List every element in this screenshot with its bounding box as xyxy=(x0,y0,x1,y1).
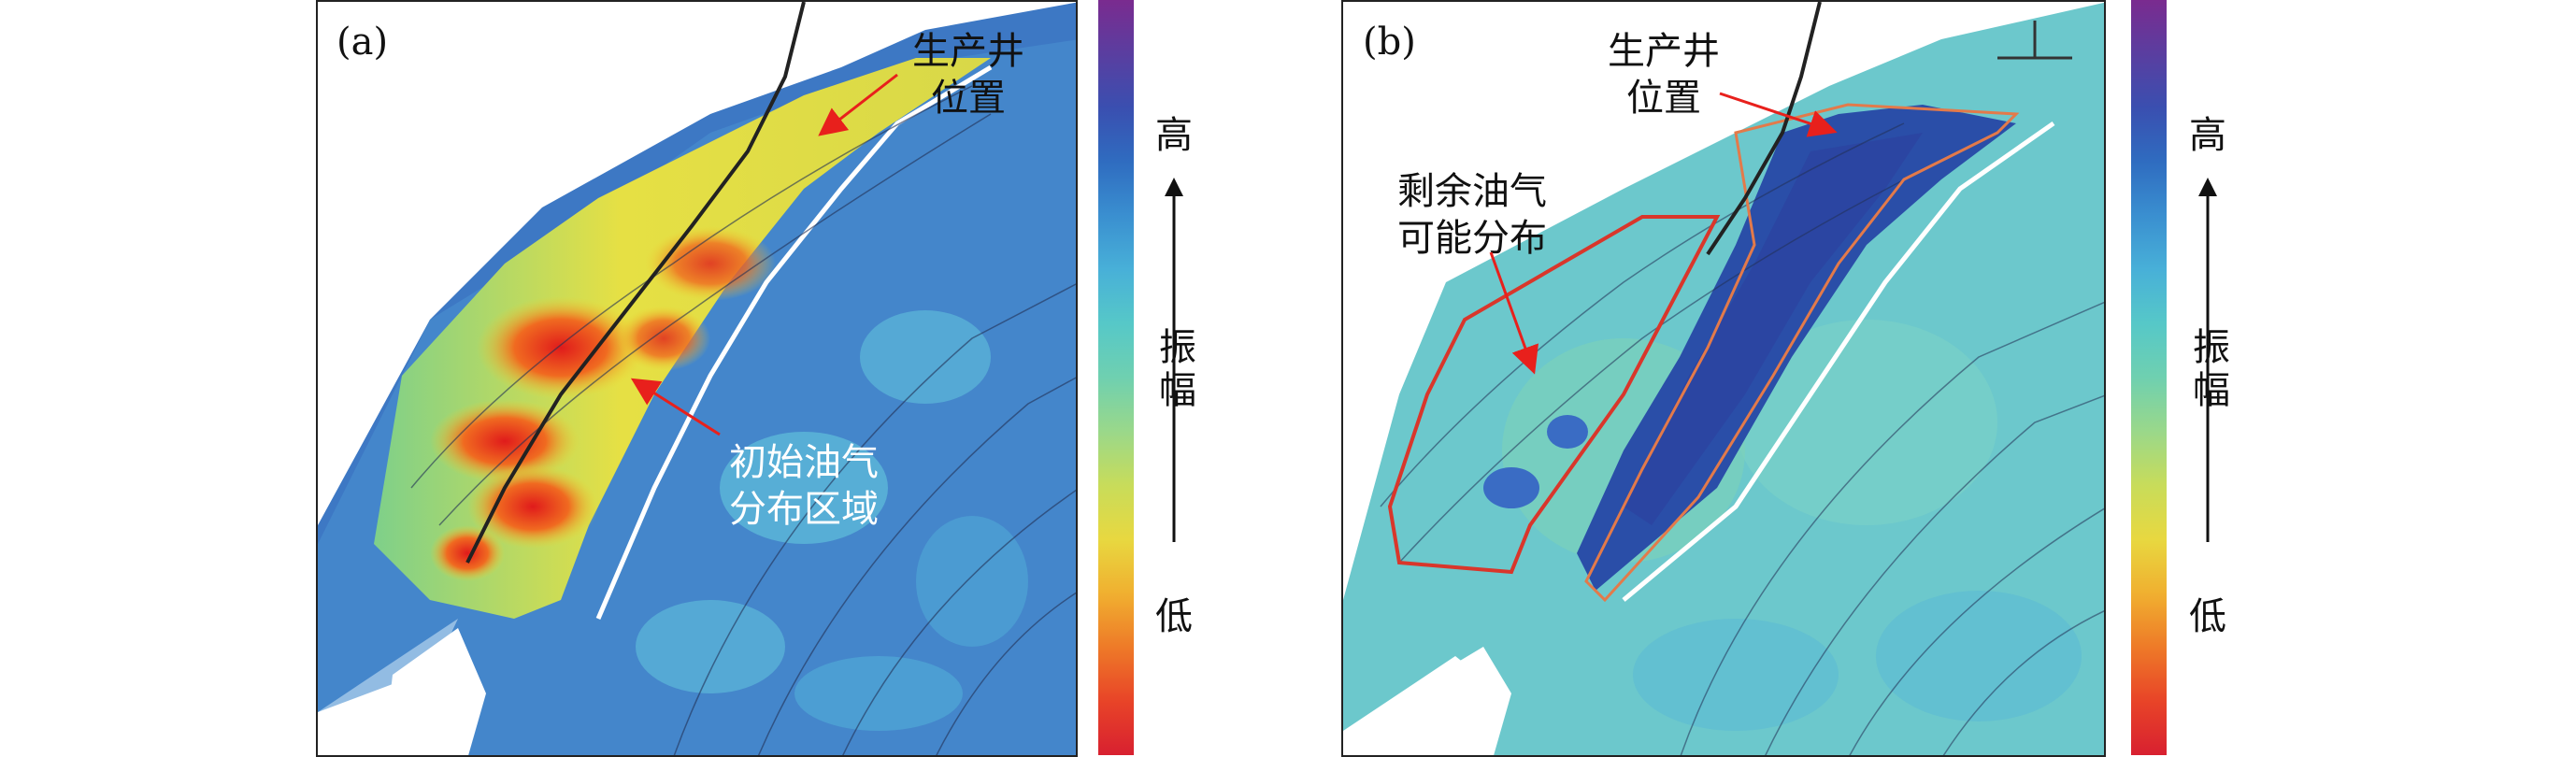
panel-b-colorbar xyxy=(2131,0,2167,755)
panel-b-well-label: 生产井 位置 xyxy=(1589,28,1739,121)
panel-a-colorbar-axis-label: 振幅 xyxy=(1152,327,1195,413)
panel-a-colorbar-arrowhead xyxy=(1165,178,1183,196)
panel-a-well-label: 生产井 位置 xyxy=(894,28,1043,121)
panel-b-remaining-line1: 剩余油气 xyxy=(1397,170,1547,213)
panel-b-colorbar-high: 高 xyxy=(2189,114,2226,157)
panel-a-colorbar-low: 低 xyxy=(1155,595,1193,638)
panel-a-initial-line1: 初始油气 xyxy=(729,441,879,484)
panel-a-well-line1: 生产井 xyxy=(912,30,1024,73)
panel-a-well-line2: 位置 xyxy=(931,77,1006,120)
panel-a-colorbar-high: 高 xyxy=(1155,114,1193,157)
panel-b-colorbar-low: 低 xyxy=(2189,595,2226,638)
panel-a-amplitude-map xyxy=(318,2,1076,755)
panel-b-remaining-line2: 可能分布 xyxy=(1397,217,1547,260)
panel-b-colorbar-axis-label: 振幅 xyxy=(2186,327,2229,413)
panel-a-colorbar xyxy=(1098,0,1134,755)
panel-a-map xyxy=(316,0,1078,757)
panel-b-well-line1: 生产井 xyxy=(1608,30,1720,73)
panel-a-initial-line2: 分布区域 xyxy=(729,488,879,531)
panel-b-remaining-label: 剩余油气 可能分布 xyxy=(1388,168,1556,262)
panel-b-well-line2: 位置 xyxy=(1626,77,1701,120)
panel-a-initial-label: 初始油气 分布区域 xyxy=(720,439,888,533)
panel-b-letter: (b) xyxy=(1363,21,1416,64)
panel-a-letter: (a) xyxy=(336,21,389,64)
panel-b-colorbar-arrowhead xyxy=(2198,178,2217,196)
